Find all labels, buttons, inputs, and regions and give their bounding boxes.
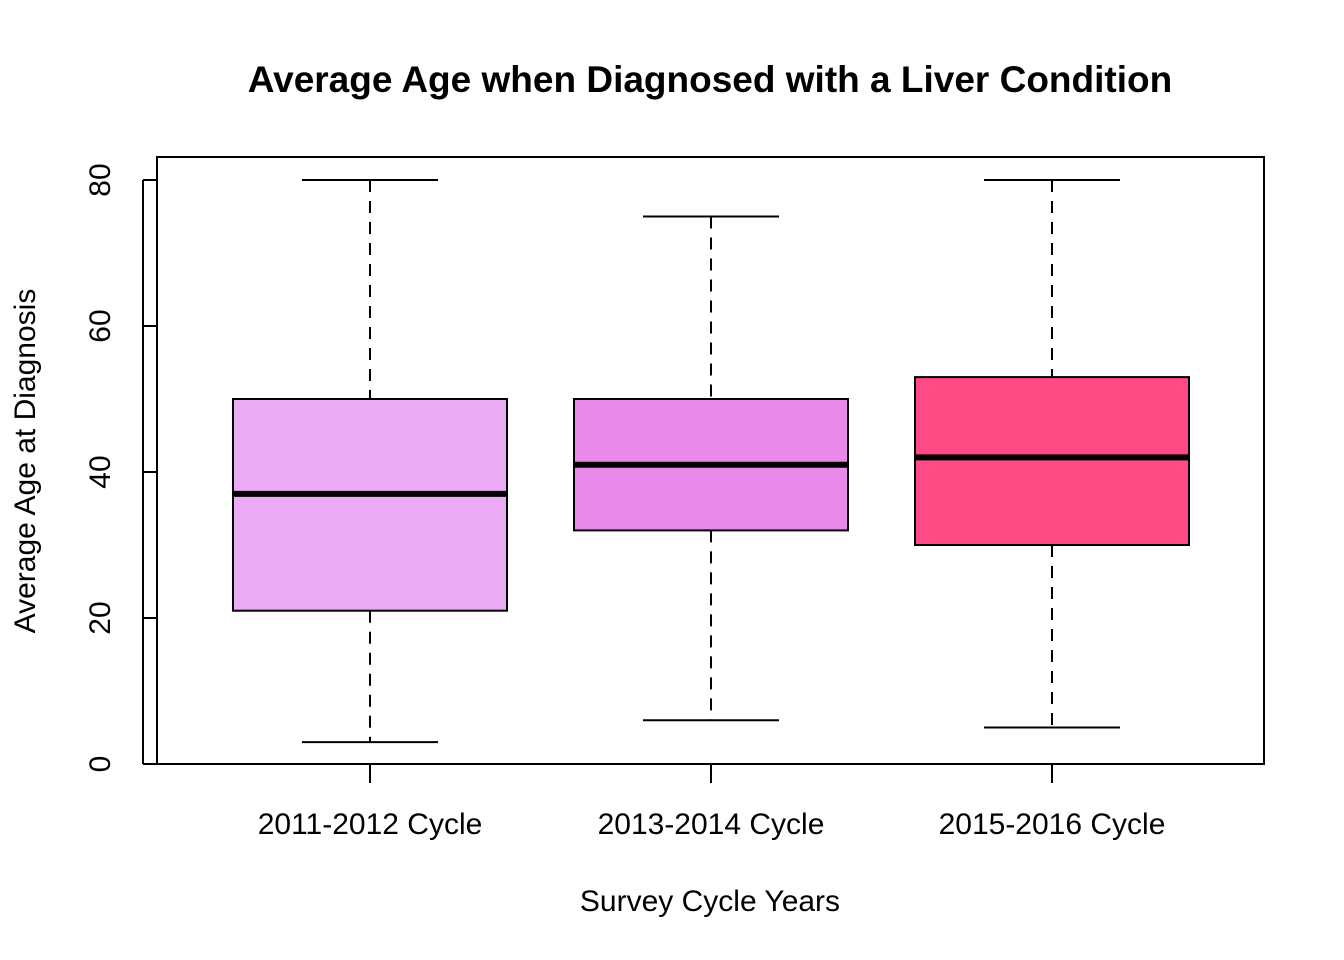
boxes-layer [232, 179, 1190, 744]
box-group [232, 179, 508, 744]
y-tick-label: 60 [84, 309, 117, 342]
box-group [914, 179, 1190, 729]
box-group [573, 215, 849, 722]
y-tick-label: 40 [84, 455, 117, 488]
x-axis-label: Survey Cycle Years [580, 885, 840, 918]
x-axis: 2011-2012 Cycle 2013-2014 Cycle 2015-2016 … [258, 764, 1166, 841]
y-tick-label: 20 [84, 601, 117, 634]
iqr-box [914, 376, 1190, 546]
y-tick-label: 80 [84, 163, 117, 196]
x-tick-label: 2013-2014 Cycle [598, 808, 825, 841]
x-tick-label: 2015-2016 Cycle [939, 808, 1166, 841]
y-axis-label: Average Age at Diagnosis [9, 289, 42, 634]
y-tick-label: 0 [84, 756, 117, 773]
y-axis: 0 20 40 60 80 [84, 163, 157, 772]
iqr-box [232, 398, 508, 612]
chart-title: Average Age when Diagnosed with a Liver … [248, 59, 1172, 100]
x-tick-label: 2011-2012 Cycle [258, 808, 483, 841]
